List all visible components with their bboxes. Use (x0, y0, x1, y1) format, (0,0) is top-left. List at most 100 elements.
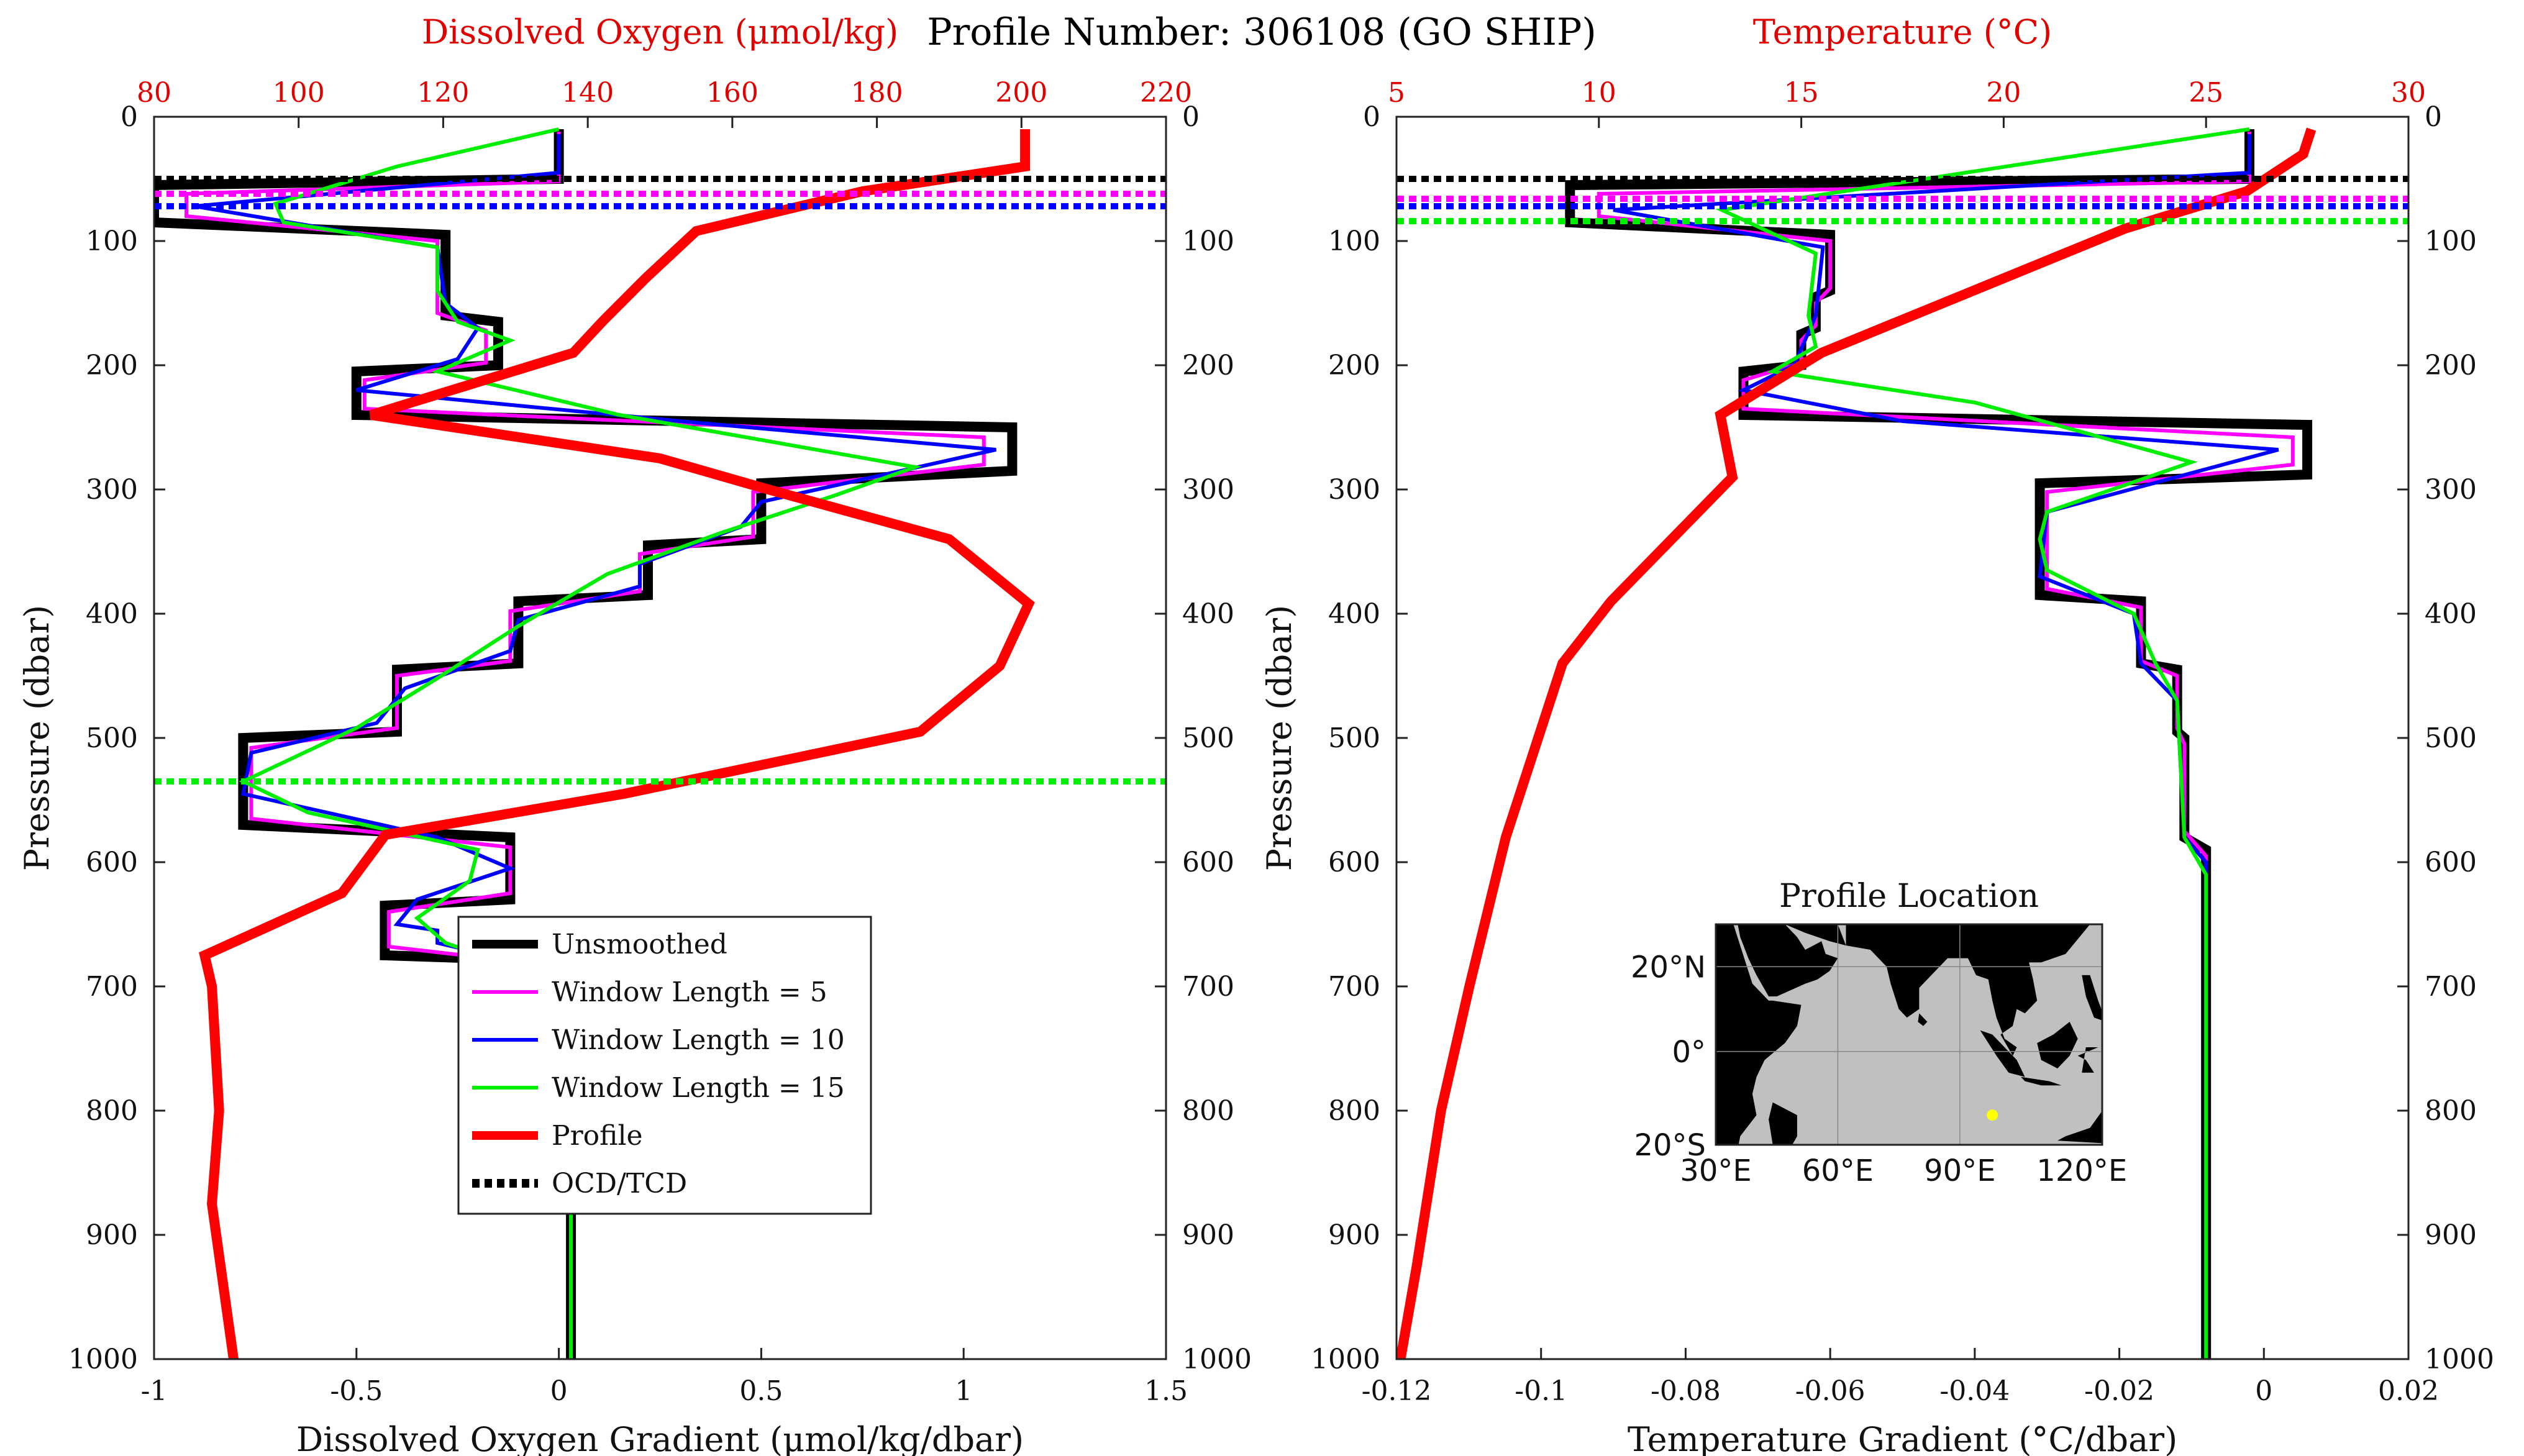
y-tick-label-right: 400 (1182, 598, 1234, 630)
x-tick-label: 1 (955, 1375, 972, 1407)
x-tick-label: -0.5 (330, 1375, 383, 1407)
map-lon-label: 120°E (2036, 1153, 2127, 1188)
map-sumatra (1980, 1030, 2025, 1077)
top-tick-label: 180 (851, 77, 903, 109)
y-tick-label-right: 100 (1182, 225, 1234, 257)
series-line-window-length-15 (1715, 127, 2250, 1359)
y-tick-label: 400 (86, 598, 138, 630)
top-tick-label: 30 (2391, 77, 2426, 109)
y-tick-label: 900 (86, 1219, 138, 1251)
y-tick-label: 300 (1328, 474, 1380, 506)
legend-label-window-length-5: Window Length = 5 (552, 976, 827, 1008)
plot-area (154, 127, 1166, 1359)
y-tick-label-right: 200 (2425, 350, 2477, 381)
x-tick-label: 1.5 (1144, 1375, 1188, 1407)
y-tick-label-right: 400 (2425, 598, 2477, 630)
x-tick-label: -0.02 (2084, 1375, 2154, 1407)
axes-frame (1395, 116, 2410, 1360)
map-australia (2057, 1111, 2102, 1144)
plot-area (1396, 127, 2408, 1359)
map-borneo (2037, 1022, 2078, 1069)
inset-map: Profile Location 20°N 0° 20°S30°E 60°E 90°E 12… (1631, 878, 2127, 1188)
x-tick-label: -0.12 (1362, 1375, 1432, 1407)
y-tick-label: 1000 (68, 1344, 138, 1375)
y-tick-label: 200 (86, 350, 138, 381)
y-tick-label: 300 (86, 474, 138, 506)
x-tick-label: -0.06 (1795, 1375, 1866, 1407)
x-tick-label: -1 (141, 1375, 168, 1407)
map-lat-label: 20°N (1631, 950, 1706, 985)
x-tick-label: 0.5 (739, 1375, 783, 1407)
map-land (1716, 924, 2102, 1145)
map-arabia (1738, 924, 1838, 997)
y-tick-label-right: 300 (1182, 474, 1234, 506)
y-tick-label: 600 (86, 847, 138, 878)
legend-label-window-length-15: Window Length = 15 (552, 1072, 845, 1104)
x-tick-label: -0.1 (1515, 1375, 1567, 1407)
y-tick-label: 600 (1328, 847, 1380, 878)
series-line-window-length-15 (239, 127, 923, 1359)
map-sulawesi (2077, 1047, 2098, 1073)
y-tick-label-right: 900 (1182, 1219, 1234, 1251)
y-axis-title: Pressure (dbar) (17, 605, 57, 871)
y-tick-label-right: 500 (1182, 722, 1234, 754)
top-tick-label: 140 (562, 77, 614, 109)
map-java (2021, 1076, 2062, 1086)
legend-label-unsmoothed: Unsmoothed (552, 929, 727, 960)
map-title: Profile Location (1779, 878, 2039, 915)
y-tick-label-right: 1000 (2425, 1344, 2494, 1375)
map-lat-label: 20°S (1634, 1128, 1706, 1163)
y-axis-title: Pressure (dbar) (1260, 605, 1299, 871)
y-tick-label-right: 700 (1182, 971, 1234, 1003)
y-tick-label-right: 0 (2425, 101, 2442, 133)
x-axis-title: Temperature Gradient (°C/dbar) (1628, 1420, 2177, 1456)
y-tick-label: 400 (1328, 598, 1380, 630)
top-tick-label: 220 (1140, 77, 1192, 109)
y-tick-label: 0 (1363, 101, 1380, 133)
top-axis-title: Dissolved Oxygen (μmol/kg) (422, 12, 898, 52)
y-tick-label: 500 (86, 722, 138, 754)
x-tick-label: -0.08 (1651, 1375, 1721, 1407)
y-tick-label: 800 (1328, 1095, 1380, 1127)
y-tick-label: 100 (1328, 225, 1380, 257)
top-tick-label: 200 (995, 77, 1047, 109)
x-tick-label: -0.04 (1939, 1375, 2010, 1407)
figure-title: Profile Number: 306108 (GO SHIP) (927, 11, 1597, 54)
y-tick-label-right: 700 (2425, 971, 2477, 1003)
top-tick-label: 25 (2189, 77, 2223, 109)
y-tick-label-right: 600 (1182, 847, 1234, 878)
y-tick-label: 500 (1328, 722, 1380, 754)
top-tick-label: 20 (1986, 77, 2021, 109)
y-tick-label: 900 (1328, 1219, 1380, 1251)
profile-location-marker (1987, 1109, 1998, 1121)
y-tick-label-right: 0 (1182, 101, 1200, 133)
y-tick-label-right: 800 (2425, 1095, 2477, 1127)
legend: Unsmoothed Window Length = 5 Window Length… (457, 916, 872, 1215)
map-lon-label: 90°E (1924, 1153, 1995, 1188)
y-tick-label-right: 100 (2425, 225, 2477, 257)
map-philippines (2082, 975, 2102, 1021)
y-tick-label-right: 500 (2425, 722, 2477, 754)
x-tick-label: 0 (550, 1375, 568, 1407)
top-axis-title: Temperature (°C) (1753, 12, 2052, 52)
y-tick-label-right: 200 (1182, 350, 1234, 381)
x-axis-title: Dissolved Oxygen Gradient (μmol/kg/dbar) (296, 1420, 1024, 1456)
top-tick-label: 15 (1784, 77, 1819, 109)
y-tick-label-right: 600 (2425, 847, 2477, 878)
right-chart-panel: -0.12 -0.1 -0.08 -0.06 -0.04 -0.02 0 0.02 5 10 15 2… (1260, 12, 2494, 1456)
map-lon-label: 30°E (1680, 1153, 1751, 1188)
legend-box (457, 916, 872, 1215)
map-grid (1716, 924, 2102, 1145)
map-lon-label: 60°E (1802, 1153, 1874, 1188)
y-tick-label: 200 (1328, 350, 1380, 381)
legend-label-window-length-10: Window Length = 10 (552, 1024, 845, 1056)
y-tick-label: 800 (86, 1095, 138, 1127)
map-iran (1785, 924, 1846, 946)
top-tick-label: 80 (137, 77, 171, 109)
legend-label-profile: Profile (552, 1120, 643, 1152)
map-africa (1716, 924, 1802, 1145)
top-tick-label: 160 (706, 77, 759, 109)
y-tick-label: 700 (86, 971, 138, 1003)
y-tick-label-right: 300 (2425, 474, 2477, 506)
